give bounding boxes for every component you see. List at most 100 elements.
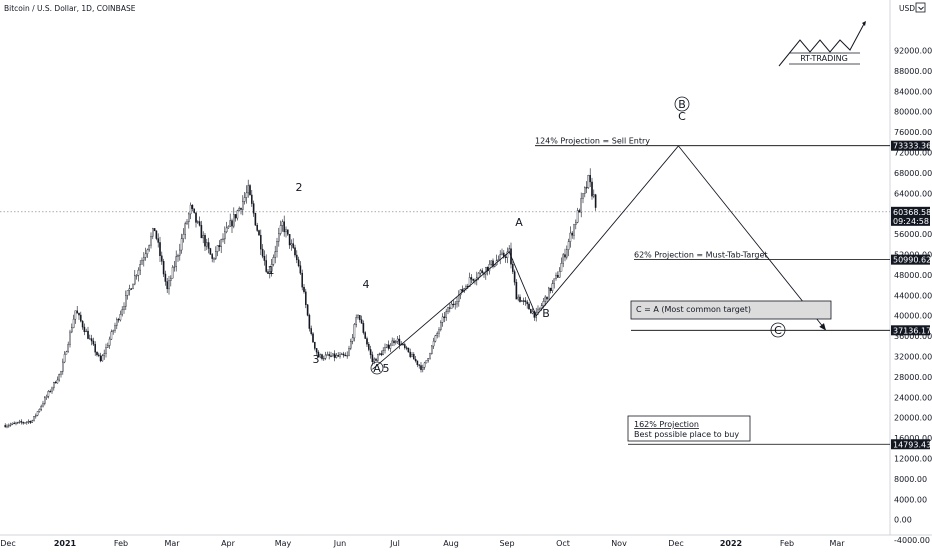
time-tick-label: Apr [221, 539, 236, 548]
wave-label-3: 3 [313, 353, 320, 366]
candle-body [544, 296, 546, 302]
time-axis[interactable]: Dec 2021 Feb Mar Apr May Jun Jul Aug Sep Oct Nov Dec… [0, 539, 845, 548]
currency-dropdown-box[interactable] [915, 2, 926, 13]
candle-body [240, 207, 242, 210]
candle-body [524, 300, 527, 303]
level-price-tag [891, 325, 930, 336]
candle-body [548, 287, 550, 300]
candle-body [373, 358, 376, 363]
price-tick-label: 64000.00 [894, 189, 932, 198]
candle-body [27, 420, 30, 423]
candle-body [56, 379, 59, 384]
candle-body [452, 303, 455, 306]
wave-projection[interactable] [372, 145, 827, 370]
price-tick-label: 36000.00 [894, 332, 932, 341]
candle-body [114, 325, 116, 331]
candle-body [438, 329, 440, 334]
price-tick-label: 8000.00 [894, 475, 927, 484]
candle-body [67, 344, 69, 352]
candle-body [530, 309, 532, 314]
candle-body [501, 252, 503, 255]
candle-body [72, 318, 75, 328]
candle-body [20, 421, 23, 423]
candle-body [58, 373, 60, 381]
price-tick-label: 80000.00 [894, 108, 932, 117]
candle-body [117, 319, 120, 321]
candle-body [450, 303, 453, 309]
candle-body [151, 228, 154, 237]
candle-body [297, 259, 300, 266]
candle-body [333, 353, 336, 358]
candle-body [418, 364, 421, 366]
logo-zigzag-icon [778, 21, 866, 67]
candle-body [593, 194, 595, 197]
candle-body [413, 353, 415, 360]
projection-levels[interactable] [535, 145, 890, 445]
candle-body [92, 340, 95, 345]
candle-body [368, 344, 370, 350]
candle-body [382, 350, 385, 356]
candle-body [169, 277, 172, 281]
candle-body [567, 241, 570, 250]
candle-body [232, 214, 235, 227]
candle-body [254, 213, 257, 226]
candle-body [162, 261, 165, 275]
level-note-162: 162% Projection [634, 420, 699, 429]
candle-body [288, 234, 291, 246]
candle-body [353, 324, 356, 339]
candle-body [346, 355, 349, 357]
candle-body [515, 282, 518, 300]
candle-body [479, 270, 482, 274]
price-tick-label: 56000.00 [894, 230, 932, 239]
candle-body [276, 241, 278, 252]
candle-body [393, 340, 395, 344]
candle-body [344, 354, 347, 357]
price-tick-label: 32000.00 [894, 353, 932, 362]
candle-body [528, 303, 530, 310]
candle-body [15, 422, 17, 424]
candle-body [459, 289, 462, 296]
candle-body [180, 238, 183, 251]
candle-body [108, 338, 111, 346]
candle-body [191, 204, 194, 209]
wave-circle-c-major [770, 322, 786, 338]
candle-body [558, 271, 561, 278]
price-tick-label: 72000.00 [894, 149, 932, 158]
candle-body [200, 225, 203, 239]
candle-body [216, 245, 219, 252]
price-tick-label: 84000.00 [894, 87, 932, 96]
candle-body [225, 227, 228, 233]
candle-body [432, 340, 435, 347]
candle-body [155, 230, 158, 239]
projection-path[interactable] [372, 145, 827, 370]
candle-body [566, 249, 568, 258]
price-tick-label: 20000.00 [894, 414, 932, 423]
candle-body [319, 354, 322, 358]
price-tags[interactable]: 73333.36 50990.62 37136.17 14793.43 60368.58… [891, 140, 931, 450]
candle-body [549, 287, 552, 292]
candle-body [308, 314, 311, 329]
candle-body [465, 285, 467, 289]
candle-body [296, 254, 298, 261]
candle-body [375, 358, 377, 361]
candle-body [222, 238, 224, 240]
price-tick-label: 0.00 [894, 516, 912, 525]
candle-body [74, 310, 77, 320]
candle-body [569, 232, 572, 242]
candle-body [283, 221, 286, 233]
candle-body [573, 224, 575, 236]
candle-body [227, 226, 230, 229]
price-tick-label: 16000.00 [894, 434, 932, 443]
candle-body [395, 341, 397, 344]
time-tick-label: Sep [499, 539, 514, 548]
wave-label-c-minor: C [678, 110, 686, 123]
candle-body [272, 257, 275, 265]
candle-body [38, 409, 41, 412]
time-tick-label: Oct [556, 539, 570, 548]
candle-body [29, 420, 32, 423]
candle-body [97, 354, 100, 356]
level-price-tag [891, 140, 930, 151]
chart-title: Bitcoin / U.S. Dollar, 1D, COINBASE [4, 4, 136, 13]
